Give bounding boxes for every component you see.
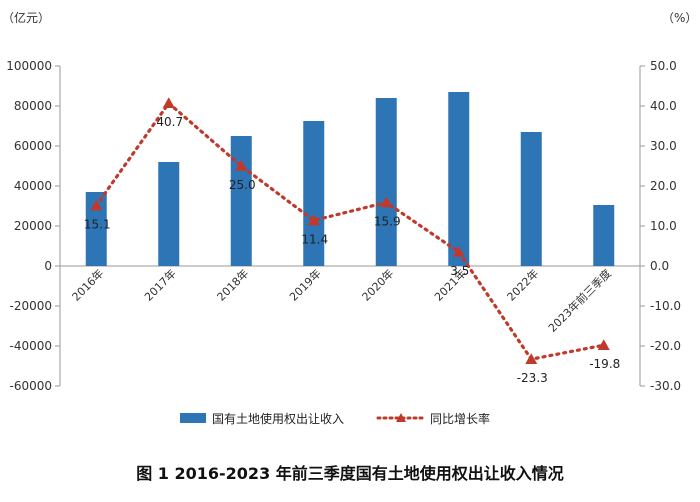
right-tick-label: 0.0 [650,259,669,273]
growth-marker [162,97,175,108]
bar [158,162,180,266]
growth-data-label: 15.1 [84,218,111,232]
bar [230,136,252,266]
bar [448,92,470,266]
figure-caption: 图 1 2016-2023 年前三季度国有土地使用权出让收入情况 [136,464,564,483]
growth-data-label: 25.0 [229,178,256,192]
x-tick-label: 2017年 [141,266,178,303]
legend: 国有土地使用权出让收入 同比增长率 [180,411,490,426]
left-tick-label: -60000 [9,379,52,393]
right-tick-label: -10.0 [650,299,681,313]
legend-line-marker [396,413,406,422]
left-tick-label: 60000 [14,139,52,153]
growth-line [94,100,606,361]
growth-marker [380,196,393,208]
data-labels: 15.1 40.7 25.0 11.4 15.9 3.5 -23.3 -19.8 [84,115,620,385]
left-tick-label: -20000 [9,299,52,313]
growth-marker [307,214,320,226]
growth-data-label: 40.7 [156,115,183,129]
right-tick-label: 10.0 [650,219,677,233]
legend-bar-label: 国有土地使用权出让收入 [212,411,344,426]
x-tick-label: 2020年 [359,266,396,303]
right-tick-label: 30.0 [650,139,677,153]
left-tick-label: 100000 [6,59,52,73]
x-tick-label: 2022年 [504,266,541,303]
bar-series [85,92,615,266]
right-tick-label: 40.0 [650,99,677,113]
growth-marker [452,246,465,257]
bar [375,98,397,266]
left-tick-label: 0 [44,259,52,273]
right-tick-label: -20.0 [650,339,681,353]
growth-marker [235,160,248,171]
bar [303,121,325,266]
x-tick-label: 2016年 [69,266,106,303]
growth-data-label: -19.8 [589,357,620,371]
growth-data-label: 3.5 [450,264,469,278]
x-tick-label: 2019年 [286,266,323,303]
growth-marker [525,353,538,364]
left-tick-label: 80000 [14,99,52,113]
line-series [90,97,610,364]
legend-line-label: 同比增长率 [430,411,490,426]
left-tick-label: -40000 [9,339,52,353]
legend-bar-swatch [180,413,206,423]
right-tick-label: 50.0 [650,59,677,73]
x-tick-label: 2023年前三季度 [545,266,614,335]
growth-data-label: 11.4 [301,232,328,246]
left-axis-unit: （亿元） [2,10,50,25]
axes: 100000 80000 60000 40000 20000 0 -20000 -40000 -… [6,59,681,393]
right-tick-label: 20.0 [650,179,677,193]
growth-data-label: 15.9 [374,214,401,228]
x-axis-ticks: 2016年 2017年 2018年 2019年 2020年 2021年 2022年 2023年… [69,266,614,335]
bar [520,132,542,266]
right-tick-label: -30.0 [650,379,681,393]
growth-marker [90,199,103,211]
bar [593,205,615,266]
left-tick-label: 40000 [14,179,52,193]
combo-chart: （亿元） （%） 100000 80000 60000 40000 20000 0 -200… [2,10,697,426]
growth-data-label: -23.3 [517,371,548,385]
left-tick-label: 20000 [14,219,52,233]
x-tick-label: 2018年 [214,266,251,303]
bar [85,192,107,266]
right-axis-unit: （%） [662,11,697,25]
growth-marker [597,339,610,350]
